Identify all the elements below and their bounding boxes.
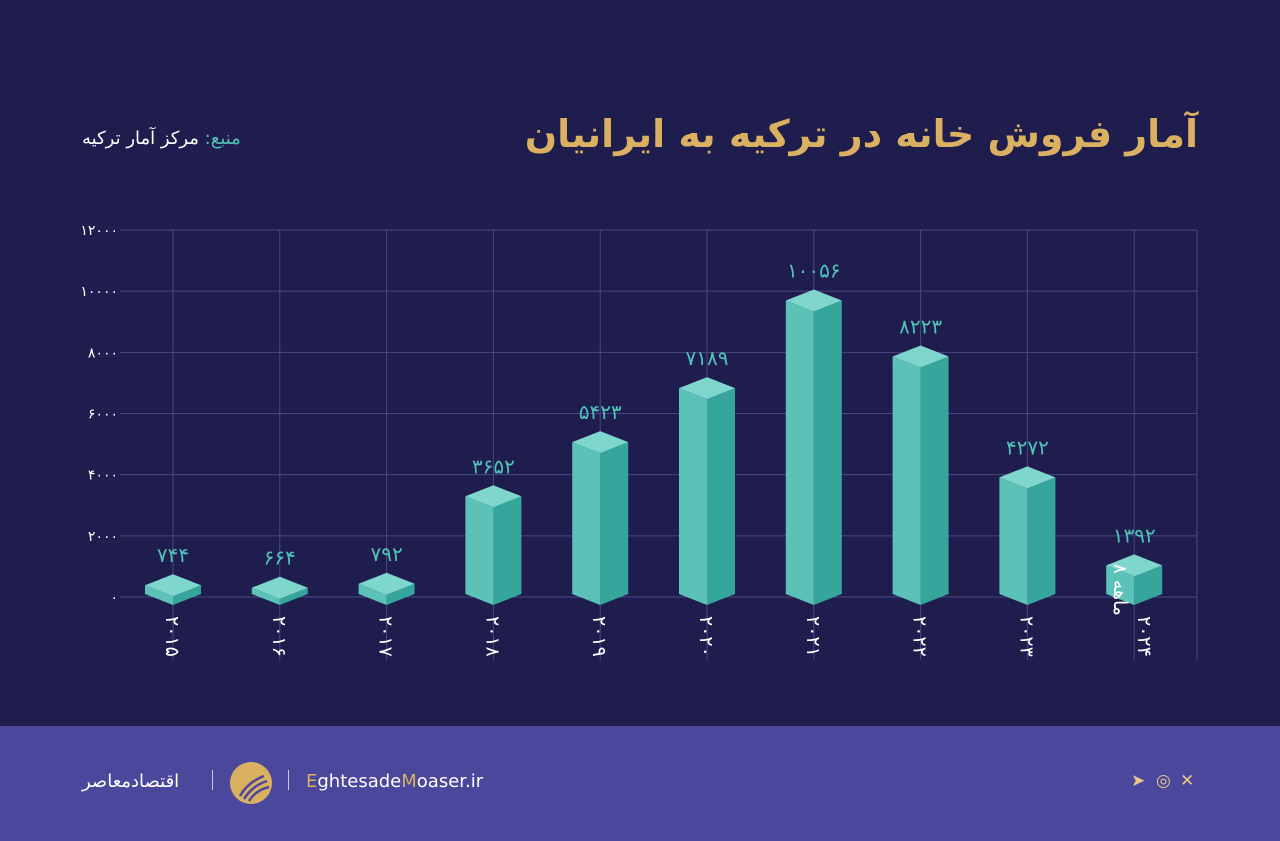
data-label: ۱۰۰۵۶ — [787, 258, 841, 282]
data-label: ۷۴۴ — [157, 543, 189, 567]
telegram-icon[interactable]: ➤ — [1131, 771, 1146, 791]
bar-side-face — [1134, 565, 1163, 605]
bar-side-face — [600, 442, 629, 605]
bar-front-face — [358, 583, 387, 605]
bar-front-face — [572, 442, 601, 605]
divider — [212, 770, 213, 790]
y-tick-label: ۶۰۰۰ — [88, 407, 118, 423]
bar-front-face — [892, 356, 921, 605]
bar — [785, 289, 842, 605]
source-value: مرکز آمار ترکیه — [82, 128, 199, 149]
x-tick-label: ۲۰۱۹ — [588, 616, 610, 657]
source-label: منبع: — [204, 128, 241, 149]
y-tick-label: ۱۰۰۰۰ — [80, 284, 118, 300]
bar — [892, 345, 949, 605]
bar-top-face — [785, 289, 842, 312]
x-icon[interactable]: ✕ — [1180, 771, 1195, 791]
bar-top-face — [572, 431, 629, 454]
x-tick-label: ۲۰۱۶ — [268, 616, 290, 657]
bar-top-face — [251, 576, 308, 599]
bar-top-face — [999, 466, 1056, 489]
y-tick-label: ۴۰۰۰ — [88, 468, 118, 484]
bar — [679, 377, 735, 605]
bar-top-face — [892, 345, 949, 368]
brand-name: اقتصادمعاصر — [82, 771, 180, 792]
y-tick-label: ۰ — [110, 590, 118, 606]
data-label: ۱۳۹۲ — [1113, 523, 1156, 547]
bar — [251, 576, 308, 605]
bar-side-face — [920, 356, 949, 605]
x-tick-label: ۲۰۲۴۸ ماهه — [1109, 564, 1155, 657]
bar-side-face — [707, 388, 735, 605]
divider — [288, 770, 289, 790]
bar-top-face — [679, 377, 735, 400]
x-tick-label: ۲۰۱۸ — [481, 616, 503, 657]
x-tick-label: ۲۰۲۰ — [695, 616, 717, 657]
bar-top-face — [145, 574, 201, 597]
data-label: ۴۲۷۲ — [1006, 435, 1049, 459]
bar — [358, 572, 415, 605]
y-tick-label: ۲۰۰۰ — [88, 529, 118, 545]
website-link[interactable]: EghtesadeMoaser.ir — [306, 771, 484, 792]
bar-side-face — [173, 585, 201, 605]
bar-front-face — [1106, 565, 1135, 605]
y-tick-label: ۸۰۰۰ — [88, 345, 118, 361]
source-note: منبع: مرکز آمار ترکیه — [82, 128, 241, 149]
data-label: ۸۲۲۳ — [899, 315, 942, 339]
bar-front-face — [251, 587, 280, 605]
x-tick-label: ۲۰۱۵ — [161, 616, 183, 657]
bar-front-face — [999, 477, 1028, 605]
bar-chart: ۰ ۲۰۰۰ ۴۰۰۰ ۶۰۰۰ ۸۰۰۰ ۱۰۰۰۰ ۱۲۰۰۰ ۷۴۴ ۲۰۱۵ ۶۶۴ ۲۰۱… — [80, 223, 1198, 660]
data-label: ۷۹۲ — [370, 542, 402, 566]
bar-side-face — [1027, 477, 1056, 605]
data-label: ۵۴۲۳ — [579, 400, 622, 424]
x-tick-label: ۲۰۲۲ — [909, 616, 931, 657]
y-tick-label: ۱۲۰۰۰ — [80, 223, 118, 239]
bar-top-face — [1106, 554, 1163, 577]
data-label: ۶۶۴ — [264, 546, 296, 570]
x-tick-label: ۲۰۱۷ — [375, 616, 397, 657]
bar-side-face — [813, 300, 842, 605]
bar — [999, 466, 1056, 605]
bar-front-face — [785, 300, 814, 605]
bar — [465, 485, 522, 605]
bar-side-face — [386, 583, 415, 605]
instagram-icon[interactable]: ◎ — [1156, 771, 1171, 791]
data-label: ۷۱۸۹ — [686, 346, 729, 370]
bar-top-face — [358, 572, 415, 595]
bar-side-face — [493, 496, 522, 605]
bar-front-face — [145, 585, 173, 605]
data-label: ۳۶۵۲ — [472, 454, 515, 478]
bar — [1106, 554, 1163, 605]
bar — [572, 431, 629, 605]
page-title: آمار فروش خانه در ترکیه به ایرانیان — [524, 112, 1198, 156]
bar-front-face — [465, 496, 494, 605]
x-tick-label: ۲۰۲۱ — [802, 616, 824, 657]
footer: اقتصادمعاصر EghtesadeMoaser.ir ➤ ◎ ✕ — [0, 726, 1280, 841]
bar-front-face — [679, 388, 707, 605]
bar — [145, 574, 201, 605]
bar-top-face — [465, 485, 522, 508]
bar-side-face — [279, 587, 308, 605]
x-tick-label: ۲۰۲۳ — [1015, 616, 1037, 657]
logo-icon — [230, 762, 272, 804]
